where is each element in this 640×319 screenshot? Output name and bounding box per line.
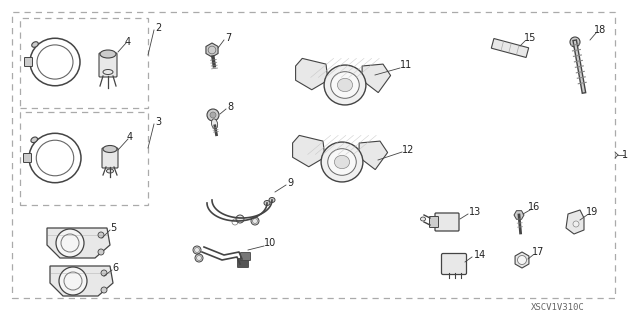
Circle shape [195, 254, 203, 262]
FancyBboxPatch shape [24, 57, 33, 66]
FancyBboxPatch shape [241, 253, 250, 261]
Polygon shape [359, 141, 388, 170]
Text: 4: 4 [127, 132, 133, 142]
Circle shape [573, 221, 579, 227]
Text: 13: 13 [469, 207, 481, 217]
Text: 19: 19 [586, 207, 598, 217]
Ellipse shape [264, 201, 270, 205]
Ellipse shape [106, 169, 113, 173]
Ellipse shape [337, 78, 353, 92]
Ellipse shape [324, 65, 366, 105]
Polygon shape [47, 228, 110, 258]
Text: XSCV1V310C: XSCV1V310C [531, 303, 585, 313]
Text: 11: 11 [400, 60, 412, 70]
Polygon shape [566, 210, 584, 234]
Ellipse shape [100, 50, 116, 58]
Ellipse shape [420, 217, 426, 221]
Text: 17: 17 [532, 247, 544, 257]
Circle shape [56, 229, 84, 257]
Text: 3: 3 [155, 117, 161, 127]
FancyBboxPatch shape [99, 53, 117, 77]
Text: 2: 2 [155, 23, 161, 33]
Text: 12: 12 [402, 145, 414, 155]
Text: 9: 9 [287, 178, 293, 188]
Ellipse shape [328, 149, 356, 175]
Polygon shape [514, 211, 524, 219]
Ellipse shape [31, 137, 38, 143]
Text: 18: 18 [594, 25, 606, 35]
Text: 16: 16 [528, 202, 540, 212]
FancyBboxPatch shape [442, 254, 467, 275]
Circle shape [193, 246, 201, 254]
Circle shape [101, 270, 107, 276]
Circle shape [101, 287, 107, 293]
Polygon shape [206, 43, 218, 57]
Polygon shape [492, 39, 529, 57]
Text: 14: 14 [474, 250, 486, 260]
FancyBboxPatch shape [429, 217, 438, 227]
Ellipse shape [32, 42, 38, 47]
Polygon shape [515, 252, 529, 268]
Circle shape [210, 112, 216, 118]
Circle shape [207, 109, 219, 121]
Polygon shape [296, 58, 328, 90]
Circle shape [251, 217, 259, 225]
FancyBboxPatch shape [237, 258, 248, 268]
Ellipse shape [211, 119, 218, 129]
Circle shape [518, 256, 527, 264]
Text: 6: 6 [112, 263, 118, 273]
Text: 15: 15 [524, 33, 536, 43]
Circle shape [59, 267, 87, 295]
Text: 8: 8 [227, 102, 233, 112]
Polygon shape [362, 64, 390, 93]
Ellipse shape [269, 197, 275, 203]
Circle shape [98, 232, 104, 238]
Polygon shape [292, 135, 325, 167]
Circle shape [236, 215, 244, 223]
Text: 7: 7 [225, 33, 231, 43]
Text: 5: 5 [110, 223, 116, 233]
FancyBboxPatch shape [102, 148, 118, 168]
Text: 1: 1 [622, 150, 628, 160]
Ellipse shape [334, 155, 349, 169]
Circle shape [98, 249, 104, 255]
FancyBboxPatch shape [435, 213, 459, 231]
Polygon shape [50, 266, 113, 296]
Text: 4: 4 [125, 37, 131, 47]
Ellipse shape [103, 145, 117, 152]
Circle shape [570, 37, 580, 47]
Ellipse shape [321, 142, 363, 182]
Ellipse shape [331, 72, 359, 98]
Ellipse shape [103, 70, 113, 75]
Text: 10: 10 [264, 238, 276, 248]
FancyBboxPatch shape [24, 153, 31, 162]
